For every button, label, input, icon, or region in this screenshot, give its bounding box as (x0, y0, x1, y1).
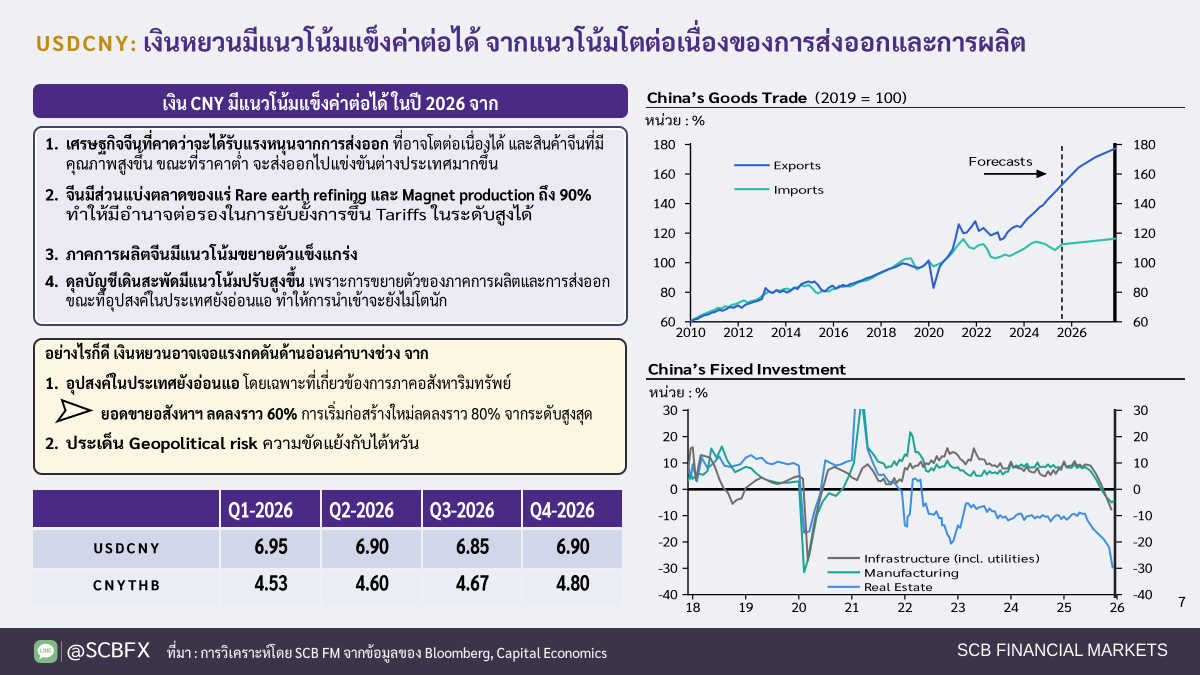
svg-text:LINE: LINE (40, 649, 52, 655)
